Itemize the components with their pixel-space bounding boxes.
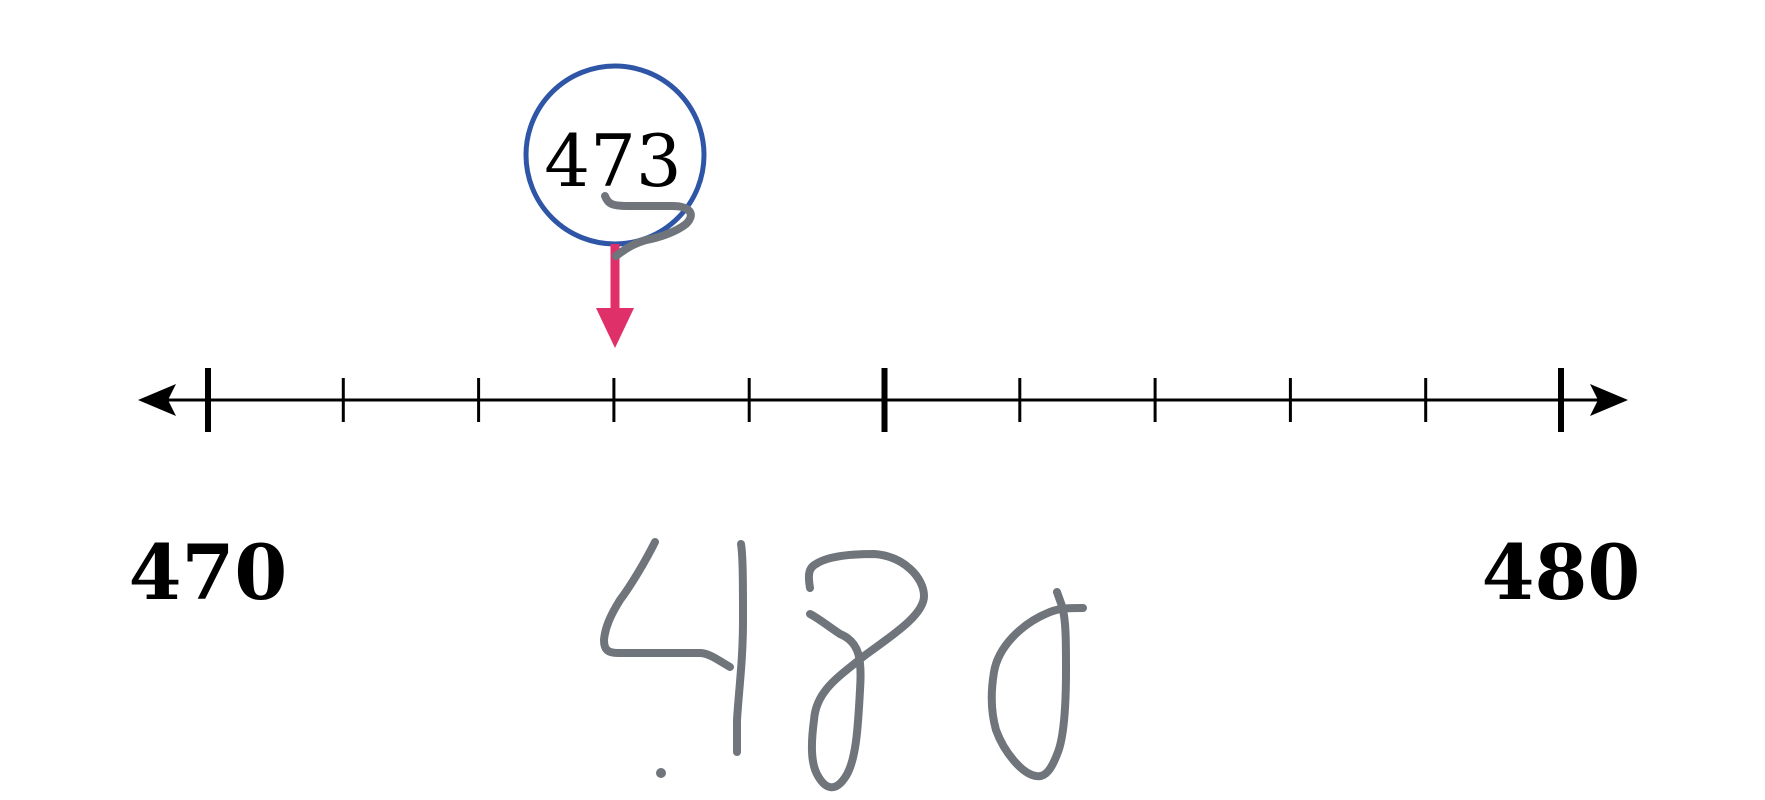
number-line <box>138 368 1628 432</box>
ink-decimal-point <box>656 768 666 778</box>
handwritten-annotations <box>600 192 1087 792</box>
start-label: 470 <box>129 528 288 617</box>
highlight-arrow-head <box>596 308 634 348</box>
end-label: 480 <box>1482 528 1641 617</box>
ink-digit-0 <box>987 588 1087 781</box>
tick-marks <box>205 368 1564 432</box>
ink-underline-scribble <box>601 192 695 260</box>
ink-digit-4 <box>600 538 734 671</box>
highlight-marker: 473 <box>523 63 707 348</box>
left-arrowhead <box>138 384 176 416</box>
ink-digit-8 <box>804 550 928 792</box>
highlight-label: 473 <box>544 119 681 203</box>
right-arrowhead <box>1590 384 1628 416</box>
ink-digit-4-stem <box>733 540 747 756</box>
